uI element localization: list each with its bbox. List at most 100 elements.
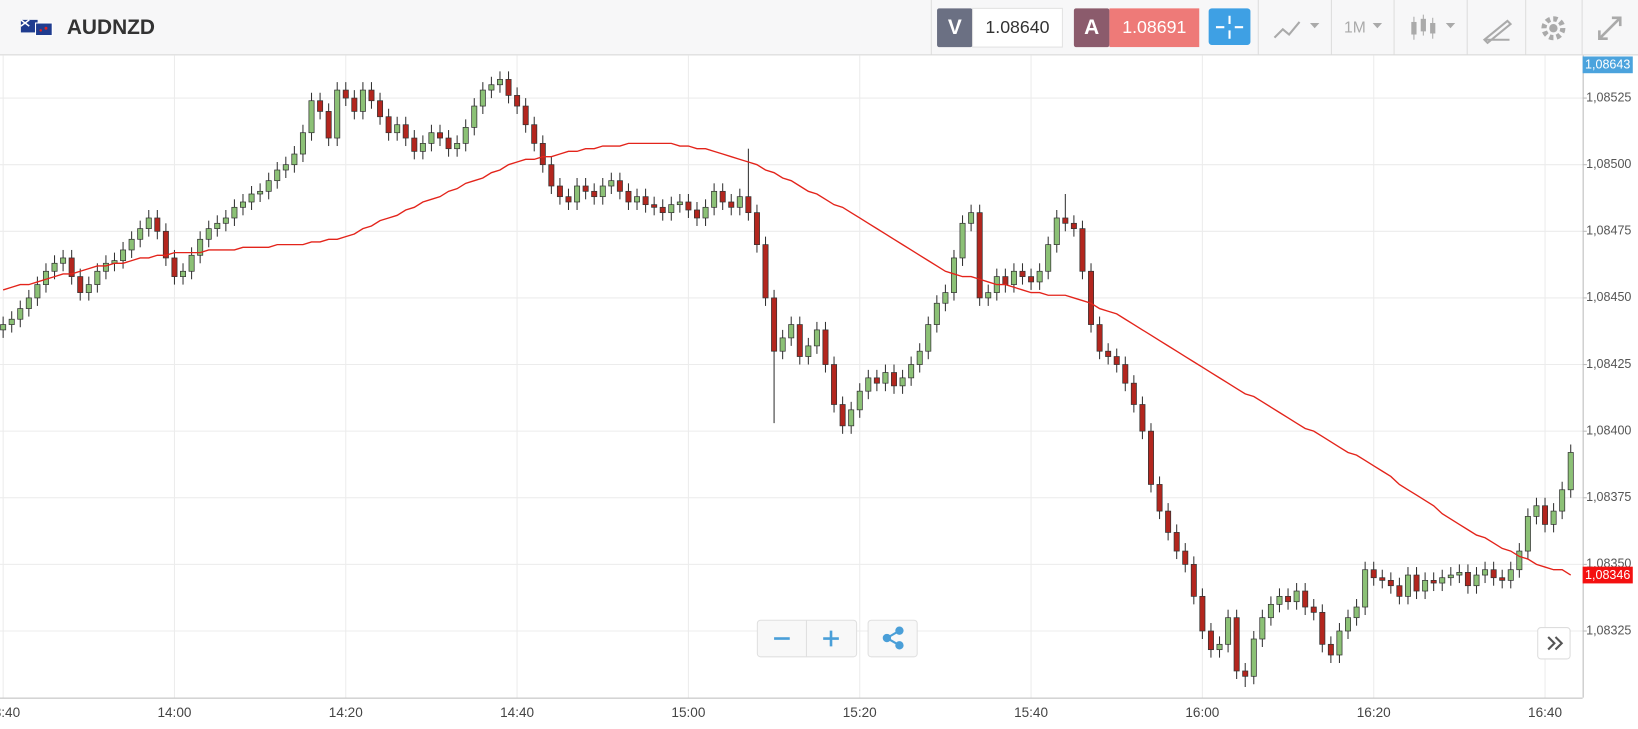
candle-body: [779, 337, 786, 352]
fullscreen-button[interactable]: [1598, 16, 1622, 41]
candle-body: [274, 169, 281, 182]
candle-body: [1045, 244, 1052, 272]
candle-body: [419, 143, 426, 152]
settings-button[interactable]: [1541, 16, 1566, 41]
zoom-controls: [756, 619, 1571, 660]
crosshair-button[interactable]: [1208, 8, 1251, 45]
candle-body: [728, 201, 735, 208]
candle-body: [394, 124, 401, 134]
candle-body: [1302, 590, 1309, 608]
candle-body: [642, 196, 649, 206]
bid-box[interactable]: [972, 7, 1063, 48]
candle-body: [659, 206, 666, 214]
candle-body: [634, 196, 641, 203]
candle-body: [822, 329, 829, 365]
candle-body: [68, 257, 75, 277]
candle-body: [702, 206, 709, 219]
bid-label[interactable]: V: [948, 16, 962, 39]
draw-tool-button[interactable]: [1482, 19, 1513, 45]
candle-body: [188, 254, 195, 272]
zoom-in-button[interactable]: [823, 630, 839, 647]
candle-body: [1473, 574, 1480, 587]
candle-body: [1413, 574, 1420, 592]
x-tick-label: 15:00: [671, 705, 705, 720]
candle-body: [539, 143, 546, 166]
candle-body: [1379, 577, 1386, 581]
candle-body: [265, 180, 272, 192]
symbol: AUDNZD: [67, 16, 155, 39]
candle-body: [1567, 452, 1574, 491]
ask-price-tag: 1,08643: [1585, 58, 1630, 72]
candle-body: [1010, 270, 1017, 285]
ask-label[interactable]: A: [1084, 16, 1099, 39]
flag-icon: [20, 19, 53, 37]
candle-body: [34, 284, 41, 299]
candle-body: [197, 238, 204, 256]
ask-box[interactable]: [1109, 8, 1200, 48]
candle-body: [282, 164, 289, 171]
ask-price[interactable]: 1.08691: [1122, 17, 1186, 37]
candle-body: [976, 212, 983, 299]
candle-body: [445, 137, 452, 150]
x-tick-label: 16:00: [1185, 705, 1219, 720]
bid-button[interactable]: [937, 8, 973, 48]
x-tick-label: 16:20: [1357, 705, 1391, 720]
share-button[interactable]: [867, 619, 918, 658]
candle-body: [873, 377, 880, 384]
candle-body: [1225, 617, 1232, 645]
x-tick-label: 14:20: [329, 705, 363, 720]
candle-body: [137, 228, 144, 240]
candle-body: [42, 270, 49, 285]
candle-body: [479, 89, 486, 107]
candle-body: [402, 124, 409, 139]
candle-body: [488, 84, 495, 91]
candle-body: [599, 185, 606, 198]
candle-body: [968, 212, 975, 224]
timeframe-button[interactable]: 1M: [1344, 19, 1366, 36]
candle-body: [1199, 595, 1206, 632]
candle-body: [1387, 580, 1394, 587]
candle-body: [377, 100, 384, 118]
candle-body: [1507, 569, 1514, 581]
candle-body: [1173, 532, 1180, 552]
candle-body: [856, 390, 863, 411]
candle-body: [1559, 489, 1566, 512]
candle-body: [1242, 670, 1249, 677]
candle-body: [950, 257, 957, 293]
ask-button[interactable]: [1073, 8, 1110, 48]
candle-body: [1482, 569, 1489, 576]
y-tick-label: 1,08500: [1586, 157, 1631, 171]
candle-body: [334, 89, 341, 139]
candle-body: [848, 409, 855, 427]
candle-body: [454, 143, 461, 150]
candle-body: [505, 79, 512, 96]
candle-body: [805, 345, 812, 357]
x-tick-label: 13:40: [0, 705, 21, 720]
candle-body: [437, 132, 443, 139]
toolbar-bg: [0, 0, 1638, 55]
candle-body: [214, 222, 221, 230]
candle-body: [1310, 606, 1317, 613]
chart-type-button[interactable]: [1273, 21, 1301, 39]
bid-price[interactable]: 1.08640: [985, 17, 1049, 37]
candle-body: [685, 201, 692, 211]
candle-body: [1002, 276, 1009, 285]
candle-body: [25, 297, 32, 309]
candle-body: [145, 217, 152, 230]
candle-body: [1456, 572, 1463, 576]
candle-style-button[interactable]: [1411, 14, 1436, 40]
candle-body: [1156, 484, 1163, 512]
candle-body: [1533, 505, 1540, 517]
candle-body: [120, 249, 127, 261]
candle-body: [591, 190, 598, 198]
candle-body: [428, 132, 435, 144]
candle-body: [1113, 356, 1120, 365]
candle-body: [77, 276, 84, 293]
candle-body: [531, 124, 538, 144]
candle-body: [8, 318, 15, 325]
candle-body: [1139, 404, 1146, 432]
candle-body: [1259, 617, 1266, 640]
candle-body: [771, 297, 778, 352]
candle-body: [908, 364, 915, 379]
x-tick-label: 16:40: [1528, 705, 1562, 720]
